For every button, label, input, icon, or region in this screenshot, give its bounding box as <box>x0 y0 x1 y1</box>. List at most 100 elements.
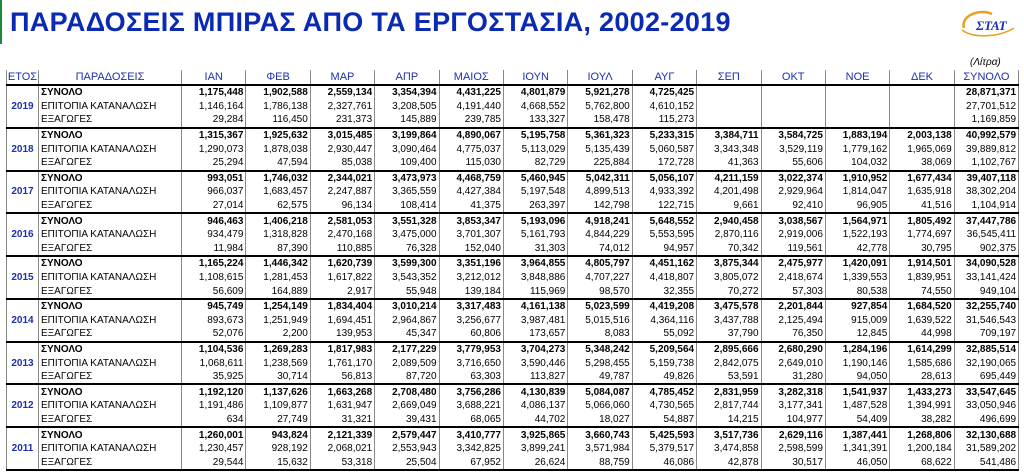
value-cell: 1,191,486 <box>181 399 247 413</box>
page-title: ΠΑΡΑΔΟΣΕΙΣ ΜΠΙΡΑΣ ΑΠΟ ΤΑ ΕΡΓΟΣΤΑΣΙΑ, 200… <box>10 7 731 37</box>
value-cell: 1,817,983 <box>310 341 376 357</box>
value-cell: 158,478 <box>567 113 633 129</box>
value-cell: 116,450 <box>245 113 311 129</box>
value-cell: 74,550 <box>889 284 955 300</box>
value-cell: 4,211,159 <box>696 170 762 186</box>
value-cell: 92,410 <box>761 198 826 215</box>
value-cell: 53,318 <box>310 455 376 472</box>
row-label: ΕΞΑΓΩΓΕΣ <box>38 369 182 386</box>
value-cell: 1,190,146 <box>825 356 891 370</box>
value-cell: 1,104,914 <box>954 198 1020 215</box>
value-cell: 3,517,736 <box>696 427 762 442</box>
value-cell: 26,624 <box>503 455 569 472</box>
value-cell: 3,410,777 <box>439 427 504 442</box>
value-cell: 3,208,505 <box>374 99 440 114</box>
value-cell: 4,918,241 <box>567 213 633 228</box>
deliveries-table: ΕΤΟΣ ΠΑΡΑΔΟΣΕΙΣ ΙΑΝ ΦΕΒ ΜΑΡ ΑΠΡ ΜΑΙΟΣ ΙΟΥΝ ΙΟΥΛ Α… <box>6 70 1020 472</box>
value-cell <box>825 99 891 114</box>
value-cell: 3,584,725 <box>761 127 826 143</box>
value-cell: 57,303 <box>761 284 826 300</box>
value-cell: 3,848,886 <box>503 270 569 285</box>
value-cell: 1,251,949 <box>245 313 311 328</box>
value-cell: 63,303 <box>439 369 504 386</box>
value-cell: 1,192,120 <box>181 384 247 400</box>
value-cell: 47,594 <box>245 155 311 172</box>
value-cell: 2,200 <box>245 327 311 343</box>
value-cell: 1,965,069 <box>889 142 955 156</box>
value-cell: 5,015,516 <box>567 313 633 328</box>
value-cell: 5,195,758 <box>503 127 569 143</box>
value-cell: 139,953 <box>310 327 376 343</box>
row-label: ΕΠΙΤΟΠΙΑ ΚΑΤΑΝΑΛΩΣΗ <box>38 185 182 199</box>
value-cell: 1,834,404 <box>310 298 376 314</box>
value-cell: 915,009 <box>825 313 891 328</box>
value-cell: 34,090,528 <box>954 256 1020 271</box>
value-cell: 5,648,552 <box>632 213 698 228</box>
value-cell: 2,929,964 <box>761 185 826 199</box>
value-cell: 4,086,137 <box>503 399 569 413</box>
value-cell: 32,355 <box>632 284 698 300</box>
value-cell: 85,038 <box>310 155 376 172</box>
value-cell: 1,238,569 <box>245 356 311 370</box>
value-cell: 108,414 <box>374 198 440 215</box>
table-row: ΕΠΙΤΟΠΙΑ ΚΑΤΑΝΑΛΩΣΗ 1,191,486 1,109,877 1,6… <box>7 399 1020 413</box>
value-cell: 3,256,677 <box>439 313 504 328</box>
value-cell: 1,746,032 <box>245 170 311 186</box>
value-cell: 5,023,599 <box>567 298 633 314</box>
value-cell: 1,805,492 <box>889 213 955 228</box>
value-cell: 173,657 <box>503 327 569 343</box>
row-label: ΕΠΙΤΟΠΙΑ ΚΑΤΑΝΑΛΩΣΗ <box>38 99 182 114</box>
row-label: ΕΠΙΤΟΠΙΑ ΚΑΤΑΝΑΛΩΣΗ <box>38 356 182 370</box>
value-cell: 1,104,536 <box>181 341 247 357</box>
value-cell: 82,729 <box>503 155 569 172</box>
value-cell: 3,199,864 <box>374 127 440 143</box>
column-header: ΑΠΡ <box>374 70 440 86</box>
value-cell: 2,418,674 <box>761 270 826 285</box>
value-cell: 11,984 <box>181 241 247 258</box>
value-cell: 1,109,877 <box>245 399 311 413</box>
value-cell: 68,065 <box>439 412 504 429</box>
table-row: ΕΠΙΤΟΠΙΑ ΚΑΤΑΝΑΛΩΣΗ 966,037 1,683,457 2,247… <box>7 185 1020 199</box>
year-cell: 2017 <box>6 170 39 215</box>
row-label: ΕΠΙΤΟΠΙΑ ΚΑΤΑΝΑΛΩΣΗ <box>38 441 182 456</box>
value-cell: 5,425,593 <box>632 427 698 442</box>
table-row: ΕΞΑΓΩΓΕΣ 35,925 30,714 56,813 87,720 63,303 11… <box>7 369 1020 386</box>
value-cell: 3,351,196 <box>439 256 504 271</box>
value-cell: 3,660,743 <box>567 427 633 442</box>
value-cell: 94,050 <box>825 369 891 386</box>
value-cell: 52,076 <box>181 327 247 343</box>
value-cell: 3,475,000 <box>374 227 440 242</box>
value-cell: 3,177,341 <box>761 399 826 413</box>
row-label: ΣΥΝΟΛΟ <box>38 341 182 357</box>
value-cell: 28,871,371 <box>954 85 1020 100</box>
value-cell: 30,795 <box>889 241 955 258</box>
value-cell: 3,964,855 <box>503 256 569 271</box>
value-cell: 96,905 <box>825 198 891 215</box>
table-row: 2012 ΣΥΝΟΛΟ 1,192,120 1,137,626 1,663,268 2,7… <box>6 384 1020 429</box>
value-cell: 27,701,512 <box>954 99 1020 114</box>
value-cell: 67,952 <box>439 455 504 472</box>
value-cell: 2,940,458 <box>696 213 762 228</box>
value-cell: 87,390 <box>245 241 311 258</box>
value-cell: 76,350 <box>761 327 826 343</box>
value-cell: 5,921,278 <box>567 85 633 100</box>
value-cell: 4,427,384 <box>439 185 504 199</box>
value-cell: 1,883,194 <box>825 127 891 143</box>
value-cell: 2,895,666 <box>696 341 762 357</box>
value-cell: 1,137,626 <box>245 384 311 400</box>
value-cell: 2,708,480 <box>374 384 440 400</box>
row-label: ΣΥΝΟΛΟ <box>38 127 182 143</box>
year-cell: 2011 <box>6 427 39 472</box>
row-label: ΣΥΝΟΛΟ <box>38 298 182 314</box>
table-row: 2018 ΣΥΝΟΛΟ 1,315,367 1,925,632 3,015,485 3,1… <box>6 127 1020 172</box>
value-cell: 15,632 <box>245 455 311 472</box>
value-cell: 44,998 <box>889 327 955 343</box>
value-cell: 2,003,138 <box>889 127 955 143</box>
value-cell: 36,545,411 <box>954 227 1020 242</box>
value-cell: 4,191,440 <box>439 99 504 114</box>
value-cell: 38,069 <box>889 155 955 172</box>
value-cell: 2,553,943 <box>374 441 440 456</box>
value-cell: 2,817,744 <box>696 399 762 413</box>
value-cell: 3,437,788 <box>696 313 762 328</box>
value-cell: 55,092 <box>632 327 698 343</box>
